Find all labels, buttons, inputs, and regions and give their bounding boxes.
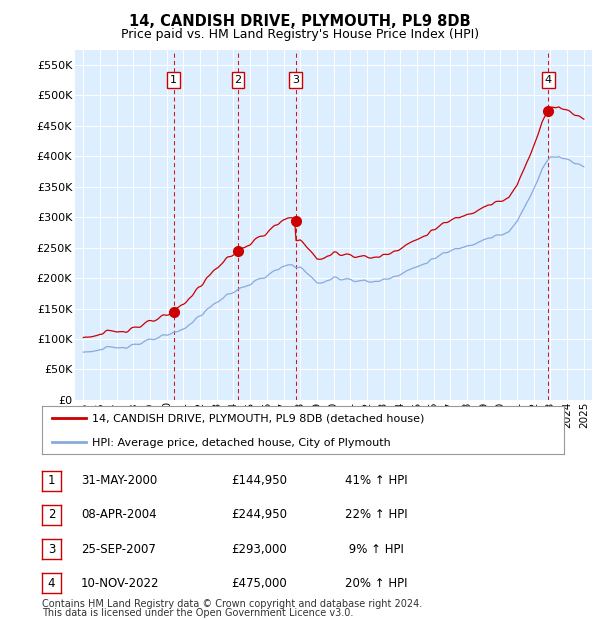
Text: 25-SEP-2007: 25-SEP-2007: [81, 542, 156, 556]
Text: 3: 3: [292, 75, 299, 85]
Text: 20% ↑ HPI: 20% ↑ HPI: [345, 577, 407, 590]
Text: 4: 4: [545, 75, 552, 85]
Text: 08-APR-2004: 08-APR-2004: [81, 508, 157, 521]
Text: 22% ↑ HPI: 22% ↑ HPI: [345, 508, 407, 521]
Text: 41% ↑ HPI: 41% ↑ HPI: [345, 474, 407, 487]
Text: £293,000: £293,000: [231, 542, 287, 556]
Text: 1: 1: [170, 75, 177, 85]
Text: Price paid vs. HM Land Registry's House Price Index (HPI): Price paid vs. HM Land Registry's House …: [121, 28, 479, 41]
Text: Contains HM Land Registry data © Crown copyright and database right 2024.: Contains HM Land Registry data © Crown c…: [42, 599, 422, 609]
Text: 2: 2: [48, 508, 55, 521]
Text: 9% ↑ HPI: 9% ↑ HPI: [345, 542, 404, 556]
Text: £244,950: £244,950: [231, 508, 287, 521]
Text: This data is licensed under the Open Government Licence v3.0.: This data is licensed under the Open Gov…: [42, 608, 353, 618]
Text: 31-MAY-2000: 31-MAY-2000: [81, 474, 157, 487]
Text: 1: 1: [48, 474, 55, 487]
Text: £144,950: £144,950: [231, 474, 287, 487]
Text: £475,000: £475,000: [231, 577, 287, 590]
Text: HPI: Average price, detached house, City of Plymouth: HPI: Average price, detached house, City…: [92, 438, 391, 448]
Text: 14, CANDISH DRIVE, PLYMOUTH, PL9 8DB (detached house): 14, CANDISH DRIVE, PLYMOUTH, PL9 8DB (de…: [92, 414, 424, 424]
Text: 14, CANDISH DRIVE, PLYMOUTH, PL9 8DB: 14, CANDISH DRIVE, PLYMOUTH, PL9 8DB: [129, 14, 471, 29]
Text: 3: 3: [48, 542, 55, 556]
Text: 4: 4: [48, 577, 55, 590]
Text: 2: 2: [235, 75, 242, 85]
Text: 10-NOV-2022: 10-NOV-2022: [81, 577, 160, 590]
